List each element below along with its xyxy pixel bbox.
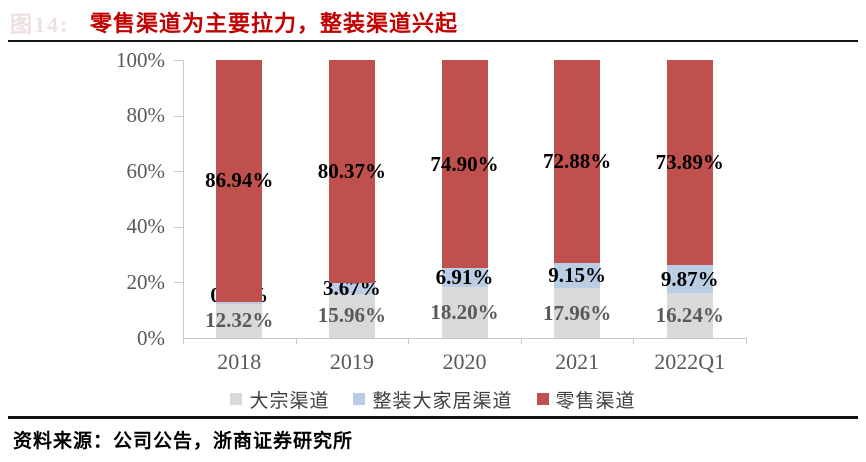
bar-value-label: 80.37% [317,159,387,184]
legend-item: 整装大家居渠道 [353,386,512,413]
x-axis-tick [295,338,297,344]
y-axis-label: 0% [137,325,165,350]
x-axis-tick [408,338,410,344]
bar-value-label: 15.96% [317,303,387,328]
bar-segment [666,60,713,266]
bar-segment [441,268,488,288]
bar-segment [666,265,713,293]
y-axis-tick [174,115,183,117]
legend-item: 大宗渠道 [230,386,329,413]
chart-title: 零售渠道为主要拉力，整装渠道兴起 [90,11,459,36]
x-axis-label: 2018 [217,349,262,374]
source-note: 资料来源：公司公告，浙商证券研究所 [13,431,354,452]
bar-value-label: 6.91% [435,265,494,290]
x-axis-line [183,338,746,339]
legend-label: 零售渠道 [555,390,636,412]
x-axis-label: 2019 [329,349,374,374]
figure-number-label: 图14: [10,12,70,37]
bar-value-label: 16.24% [655,302,724,327]
bar-segment [554,60,601,263]
bar-value-label: 9.15% [548,262,606,287]
bar-segment [666,292,713,338]
bar-segment [328,60,375,284]
x-axis-tick [746,338,747,344]
x-axis-tick [520,338,522,344]
bar-segment [554,262,601,289]
bar-segment [216,301,263,304]
y-axis-tick [174,171,183,173]
legend-label: 整装大家居渠道 [372,390,513,412]
y-axis-label: 100% [116,47,165,72]
bar-segment [441,59,488,269]
x-axis-tick [183,338,184,344]
bar-segment [328,293,375,338]
x-axis-label: 2021 [555,349,600,374]
y-axis-label: 20% [126,269,166,294]
bar-value-label: 73.89% [655,150,724,175]
x-axis-tick [633,338,635,344]
y-axis-label: 80% [126,103,166,128]
bar-segment [328,283,375,294]
bar-segment [216,60,263,302]
legend-swatch-icon [353,393,366,405]
bar-segment [554,288,601,338]
title-divider [8,40,858,42]
bar-value-label: 86.94% [205,168,274,193]
legend-item: 零售渠道 [536,386,636,413]
chart-legend: 大宗渠道 整装大家居渠道 零售渠道 [0,386,866,413]
bar-value-label: 12.32% [205,308,274,333]
legend-swatch-icon [230,393,243,405]
bar-segment [441,287,488,338]
footer-divider [8,416,858,419]
bar-value-label: 17.96% [542,300,612,325]
y-axis-tick [174,60,183,61]
legend-swatch-icon [536,393,549,405]
y-axis-label: 60% [126,158,166,183]
x-axis-label: 2022Q1 [654,349,726,374]
bar-value-label: 9.87% [660,266,719,291]
bar-value-label: 74.90% [430,151,499,176]
bar-segment [216,303,263,338]
y-axis-label: 40% [126,214,166,239]
y-axis-tick [174,282,183,284]
x-axis-label: 2020 [442,349,487,374]
y-axis-line [183,60,184,338]
y-axis-tick [174,226,183,228]
bar-value-label: 72.88% [542,148,612,173]
legend-label: 大宗渠道 [249,390,330,412]
bar-value-label: 18.20% [430,300,499,325]
